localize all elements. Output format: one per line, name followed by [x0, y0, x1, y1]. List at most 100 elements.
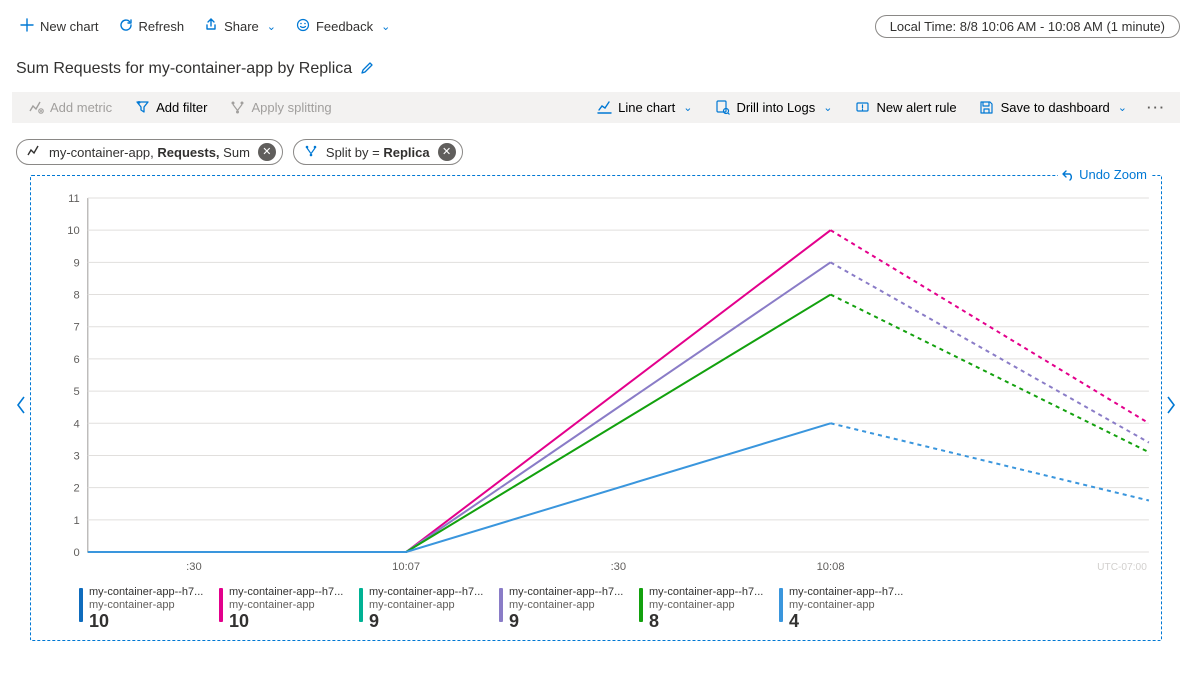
split-icon	[304, 144, 318, 161]
chart-type-button[interactable]: Line chart ⌄	[588, 96, 700, 119]
svg-text:6: 6	[73, 354, 79, 366]
add-filter-label: Add filter	[156, 100, 207, 115]
share-label: Share	[224, 19, 259, 34]
filter-pills: my-container-app, Requests, Sum ✕ Split …	[16, 139, 1176, 165]
legend-series-value: 9	[369, 611, 483, 632]
save-dashboard-label: Save to dashboard	[1001, 100, 1110, 115]
metric-pill[interactable]: my-container-app, Requests, Sum ✕	[16, 139, 283, 165]
legend-series-sub: my-container-app	[789, 599, 903, 612]
undo-zoom-label: Undo Zoom	[1079, 167, 1147, 182]
legend-series-sub: my-container-app	[89, 599, 203, 612]
legend-text: my-container-app--h7... my-container-app…	[369, 586, 483, 632]
plus-icon	[20, 18, 34, 35]
undo-zoom-button[interactable]: Undo Zoom	[1058, 167, 1151, 182]
legend-text: my-container-app--h7... my-container-app…	[229, 586, 343, 632]
metric-icon	[27, 144, 41, 161]
next-chart-button[interactable]	[1162, 393, 1180, 423]
chart-title-row: Sum Requests for my-container-app by Rep…	[16, 60, 1176, 78]
legend-series-sub: my-container-app	[369, 599, 483, 612]
metric-pill-text: my-container-app, Requests, Sum	[49, 145, 250, 160]
more-button[interactable]: ···	[1141, 100, 1172, 115]
new-chart-label: New chart	[40, 19, 99, 34]
drill-logs-button[interactable]: Drill into Logs ⌄	[706, 96, 840, 119]
legend-item[interactable]: my-container-app--h7... my-container-app…	[639, 586, 779, 632]
filter-icon	[134, 100, 150, 115]
command-bar-left: New chart Refresh Share ⌄ Feedback ⌄	[12, 14, 398, 39]
svg-text:8: 8	[73, 290, 79, 302]
svg-text:9: 9	[73, 257, 79, 269]
chevron-down-icon: ⌄	[823, 101, 832, 114]
legend-text: my-container-app--h7... my-container-app…	[89, 586, 203, 632]
legend-item[interactable]: my-container-app--h7... my-container-app…	[79, 586, 219, 632]
legend-series-value: 10	[89, 611, 203, 632]
remove-pill-button[interactable]: ✕	[258, 143, 276, 161]
time-range-picker[interactable]: Local Time: 8/8 10:06 AM - 10:08 AM (1 m…	[875, 15, 1180, 38]
legend-swatch	[219, 588, 223, 622]
svg-text:10:07: 10:07	[392, 561, 420, 573]
svg-text:1: 1	[73, 515, 79, 527]
legend-series-value: 8	[649, 611, 763, 632]
apply-splitting-button[interactable]: Apply splitting	[221, 96, 339, 119]
alert-icon	[854, 100, 870, 115]
legend-text: my-container-app--h7... my-container-app…	[649, 586, 763, 632]
chart-area: Undo Zoom 01234567891011:3010:07:3010:08…	[12, 175, 1180, 641]
legend-swatch	[79, 588, 83, 622]
legend-series-value: 9	[509, 611, 623, 632]
new-alert-label: New alert rule	[876, 100, 956, 115]
legend-series-name: my-container-app--h7...	[89, 586, 203, 599]
save-dashboard-button[interactable]: Save to dashboard ⌄	[971, 96, 1135, 119]
legend-item[interactable]: my-container-app--h7... my-container-app…	[499, 586, 639, 632]
apply-splitting-label: Apply splitting	[251, 100, 331, 115]
svg-text:3: 3	[73, 451, 79, 463]
new-alert-button[interactable]: New alert rule	[846, 96, 964, 119]
legend-series-name: my-container-app--h7...	[229, 586, 343, 599]
add-metric-button[interactable]: Add metric	[20, 96, 120, 119]
share-icon	[204, 18, 218, 35]
metric-icon	[28, 100, 44, 115]
legend-series-sub: my-container-app	[229, 599, 343, 612]
remove-pill-button[interactable]: ✕	[438, 143, 456, 161]
chart-plot[interactable]: 01234567891011:3010:07:3010:08UTC-07:00	[37, 190, 1155, 580]
legend-item[interactable]: my-container-app--h7... my-container-app…	[219, 586, 359, 632]
legend-item[interactable]: my-container-app--h7... my-container-app…	[359, 586, 499, 632]
legend-series-name: my-container-app--h7...	[649, 586, 763, 599]
chevron-down-icon: ⌄	[683, 101, 692, 114]
legend-swatch	[359, 588, 363, 622]
svg-text:0: 0	[73, 547, 79, 559]
add-metric-label: Add metric	[50, 100, 112, 115]
svg-text:7: 7	[73, 322, 79, 334]
split-pill[interactable]: Split by = Replica ✕	[293, 139, 463, 165]
chevron-down-icon: ⌄	[267, 20, 276, 33]
refresh-icon	[119, 18, 133, 35]
legend-series-sub: my-container-app	[509, 599, 623, 612]
toolbar-right: Line chart ⌄ Drill into Logs ⌄ New alert…	[588, 96, 1172, 119]
svg-text:UTC-07:00: UTC-07:00	[1097, 562, 1147, 573]
legend-text: my-container-app--h7... my-container-app…	[509, 586, 623, 632]
legend-text: my-container-app--h7... my-container-app…	[789, 586, 903, 632]
svg-text::30: :30	[186, 561, 202, 573]
command-bar: New chart Refresh Share ⌄ Feedback ⌄ Loc…	[12, 10, 1180, 42]
share-button[interactable]: Share ⌄	[196, 14, 284, 39]
chart-title: Sum Requests for my-container-app by Rep…	[16, 60, 352, 78]
svg-text::30: :30	[611, 561, 627, 573]
svg-text:10: 10	[67, 225, 79, 237]
toolbar-left: Add metric Add filter Apply splitting	[20, 96, 340, 119]
edit-title-button[interactable]	[360, 60, 375, 78]
refresh-label: Refresh	[139, 19, 185, 34]
chevron-down-icon: ⌄	[381, 20, 390, 33]
svg-text:4: 4	[73, 418, 79, 430]
svg-text:2: 2	[73, 483, 79, 495]
legend-series-name: my-container-app--h7...	[509, 586, 623, 599]
chart-type-label: Line chart	[618, 100, 675, 115]
line-chart-icon	[596, 100, 612, 115]
legend-item[interactable]: my-container-app--h7... my-container-app…	[779, 586, 919, 632]
feedback-button[interactable]: Feedback ⌄	[288, 14, 398, 39]
chart-legend: my-container-app--h7... my-container-app…	[79, 586, 1153, 632]
legend-series-value: 4	[789, 611, 903, 632]
refresh-button[interactable]: Refresh	[111, 14, 193, 39]
new-chart-button[interactable]: New chart	[12, 14, 107, 39]
svg-text:5: 5	[73, 386, 79, 398]
add-filter-button[interactable]: Add filter	[126, 96, 215, 119]
chart-toolbar: Add metric Add filter Apply splitting Li…	[12, 92, 1180, 123]
prev-chart-button[interactable]	[12, 393, 30, 423]
